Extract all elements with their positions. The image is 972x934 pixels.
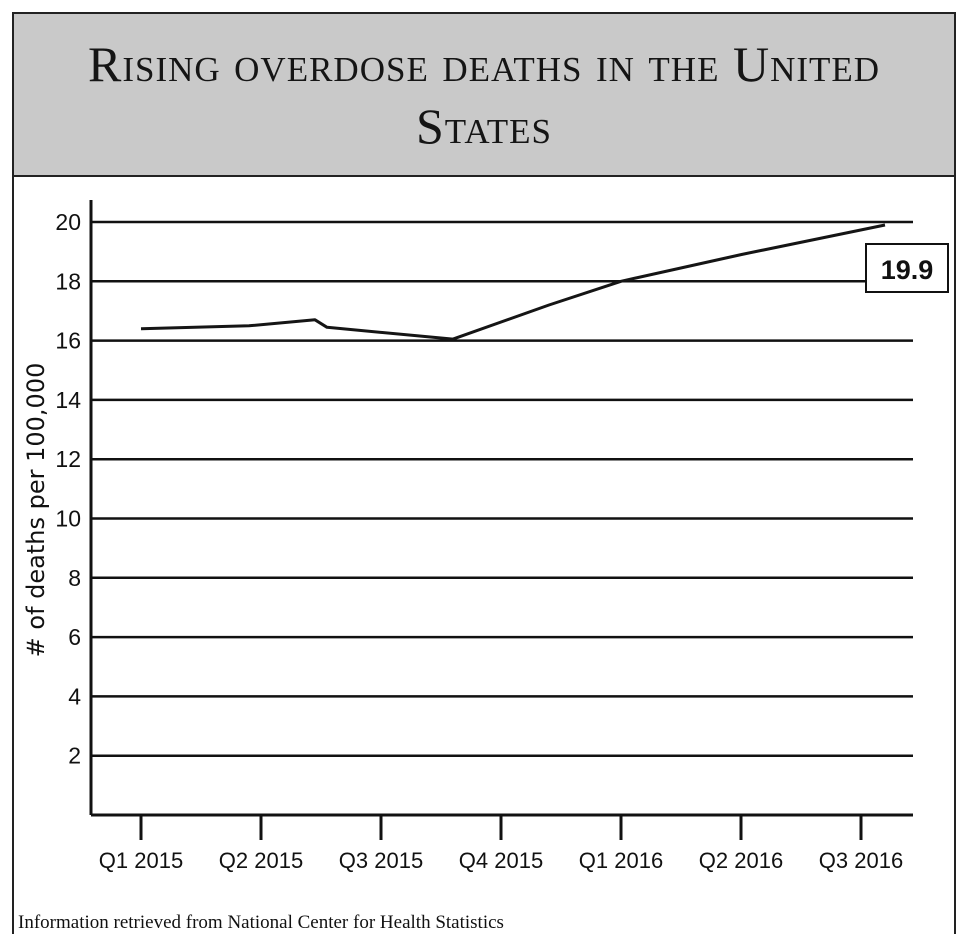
y-tick-label: 10 — [55, 506, 81, 532]
y-tick-label: 2 — [68, 743, 81, 769]
y-tick-label: 8 — [68, 565, 81, 591]
callout-box — [865, 243, 949, 293]
y-tick-label: 4 — [68, 683, 81, 709]
y-tick-label: 14 — [55, 387, 81, 413]
x-tick-label: Q3 2015 — [339, 848, 423, 873]
x-tick-label: Q4 2015 — [459, 848, 543, 873]
series-line — [140, 223, 886, 341]
x-tick-label: Q1 2015 — [99, 848, 183, 873]
y-tick-label: 20 — [55, 209, 81, 235]
callout-label: 19.9 — [881, 255, 934, 285]
gridlines — [91, 220, 913, 757]
x-tick-label: Q1 2016 — [579, 848, 663, 873]
chart-title: Rising overdose deaths in the United Sta… — [87, 35, 881, 154]
y-tick-label: 6 — [68, 624, 81, 650]
y-tick-labels: 2 4 6 8 10 12 14 16 18 20 — [55, 209, 81, 769]
y-axis-title: # of deaths per 100,000 — [22, 363, 50, 658]
y-tick-label: 16 — [55, 328, 81, 354]
title-banner: Rising overdose deaths in the United Sta… — [12, 12, 956, 177]
x-tick-label: Q3 2016 — [819, 848, 903, 873]
x-tick-label: Q2 2016 — [699, 848, 783, 873]
x-tick-label: Q2 2015 — [219, 848, 303, 873]
y-tick-label: 18 — [55, 268, 81, 294]
x-tick-labels: Q1 2015 Q2 2015 Q3 2015 Q4 2015 Q1 2016 Q2 20… — [99, 815, 903, 873]
y-tick-label: 12 — [55, 446, 81, 472]
source-note: Information retrieved from National Cent… — [18, 912, 504, 933]
axes — [89, 200, 913, 817]
value-callout: 19.9 — [865, 243, 949, 293]
